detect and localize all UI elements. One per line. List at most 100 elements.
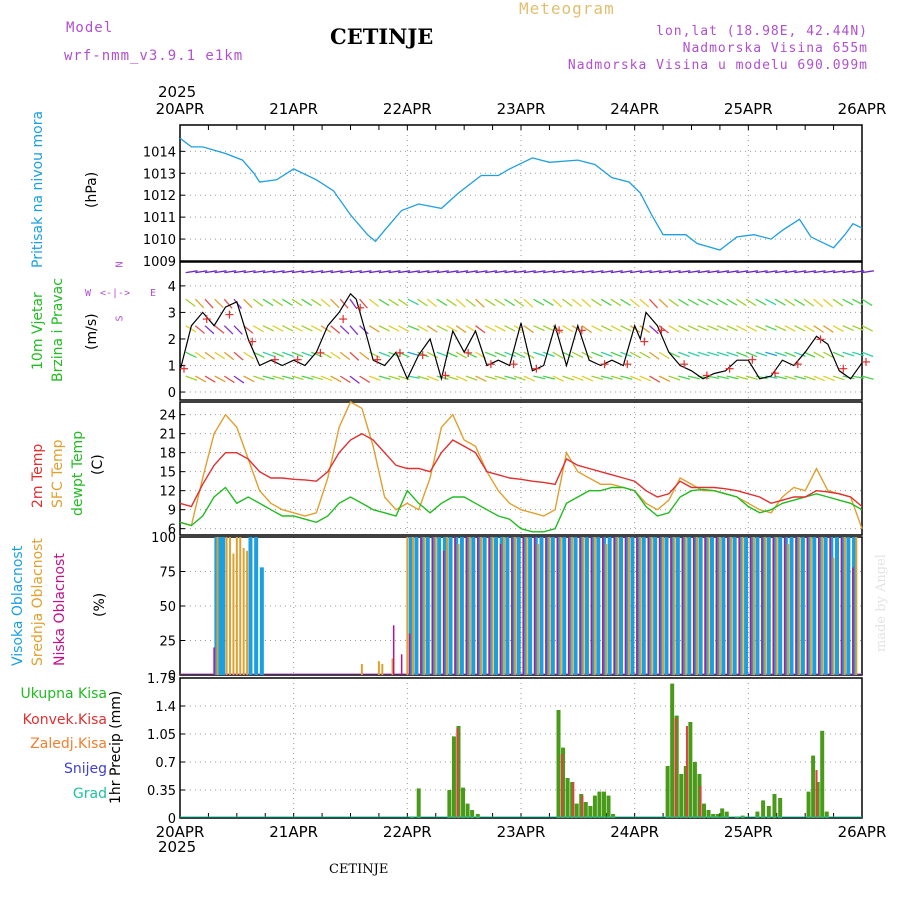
meteogram-title: Meteogram	[519, 0, 615, 18]
wind-arrow	[301, 298, 313, 307]
wind-arrow	[494, 325, 506, 332]
mid-cloud-bar	[480, 537, 483, 675]
wind-arrow	[629, 325, 641, 333]
wind-arrow	[272, 298, 284, 307]
mid-cloud-bar	[525, 537, 528, 675]
y-tick-label: 100	[151, 531, 176, 546]
low-cloud-bar	[840, 537, 843, 675]
wind-arrow	[707, 351, 720, 357]
wind-arrow	[407, 325, 420, 331]
wind-arrow	[465, 325, 477, 333]
precip-total-bar	[592, 795, 597, 818]
wind-arrow	[822, 298, 834, 308]
precip-total-bar	[416, 788, 421, 818]
wind-arrow	[388, 325, 400, 332]
wind-arrow	[678, 298, 689, 307]
y-tick-label: 0	[168, 386, 176, 401]
low-cloud-bar	[454, 537, 456, 675]
wind-arrow	[398, 270, 411, 274]
wind-arrow	[852, 298, 864, 306]
y-tick-label: 15	[159, 466, 176, 481]
mid-cloud-bar	[787, 543, 790, 675]
wind-arrow	[311, 270, 324, 274]
wind-arrow	[475, 270, 488, 274]
wind-arrow	[774, 351, 787, 357]
mid-cloud-bar	[639, 537, 642, 675]
precip-conv-bar	[560, 754, 563, 818]
high-cloud-bar	[590, 537, 595, 675]
x-tick-label-top: 22APR	[383, 100, 432, 118]
wind-arrow	[514, 270, 527, 274]
wind-arrow	[639, 375, 652, 382]
wind-arrow	[368, 325, 380, 333]
wind-arrow	[707, 270, 720, 274]
wind-arrow	[475, 298, 485, 308]
precip-total-bar	[456, 726, 461, 818]
wind-arrow	[310, 298, 322, 307]
panel-frame-wind	[179, 261, 863, 401]
wind-arrow	[436, 325, 448, 332]
wind-arrow	[484, 325, 497, 332]
wind-arrow	[591, 375, 604, 380]
high-cloud-bar	[709, 537, 714, 675]
wind-arrow	[823, 351, 835, 359]
y-tick-label: 12	[159, 485, 176, 500]
wind-arrow	[803, 375, 816, 381]
wind-arrow	[813, 298, 824, 308]
mid-cloud-bar	[627, 537, 630, 675]
high-cloud-bar	[641, 537, 646, 675]
mid-cloud-bar	[696, 537, 699, 675]
mid-cloud-bar	[593, 537, 596, 675]
wind-arrow	[330, 375, 342, 383]
wind-arrow	[852, 375, 865, 380]
wind-arrow	[194, 325, 205, 334]
precip-conv-bar	[699, 786, 702, 818]
high-cloud-bar	[448, 537, 453, 675]
wind-arrow	[581, 325, 593, 334]
mid-cloud-bar	[229, 537, 232, 675]
wind-arrow	[591, 270, 604, 274]
precip-total-bar	[447, 790, 452, 818]
wind-arrow	[861, 375, 874, 380]
y-tick-label: 75	[159, 566, 176, 581]
wind-arrow	[784, 351, 797, 358]
wind-arrow	[765, 270, 778, 274]
wind-arrow	[484, 351, 497, 358]
wind-arrow	[484, 298, 496, 307]
precip-total-bar	[465, 803, 470, 818]
wind-arrow	[301, 270, 314, 274]
wind-arrow	[639, 351, 651, 359]
wind-arrow	[446, 298, 457, 307]
low-cloud-bar	[852, 567, 854, 675]
wind-arrow	[610, 270, 623, 274]
model-label: Model	[66, 20, 114, 36]
panel-frame-temp	[179, 401, 863, 536]
high-cloud-bar	[721, 537, 726, 675]
precip-total-bar	[715, 814, 720, 818]
x-tick-label-bottom: 24APR	[610, 823, 659, 841]
precip-total-bar	[815, 782, 820, 818]
mid-cloud-bar	[775, 537, 778, 675]
wind-arrow	[726, 375, 739, 380]
mid-cloud-bar	[457, 543, 460, 675]
wind-arrow	[620, 270, 633, 274]
wind-arrow	[262, 375, 275, 380]
high-cloud-bar	[681, 537, 686, 675]
precip-total-bar	[574, 803, 579, 818]
wind-arrow	[543, 270, 556, 274]
wind-arrow	[562, 325, 574, 333]
wind-arrow	[832, 298, 844, 307]
wind-arrow	[204, 298, 214, 309]
wind-arrow	[455, 325, 467, 334]
precip-total-bar	[692, 762, 697, 818]
high-cloud-bar	[755, 537, 760, 675]
low-cloud-bar	[567, 537, 570, 675]
high-cloud-bar	[431, 537, 436, 675]
precip-conv-bar	[456, 728, 459, 818]
x-tick-label-bottom: 23APR	[497, 823, 546, 841]
x-tick-label-top: 25APR	[724, 100, 773, 118]
wind-arrow	[716, 270, 730, 274]
wind-arrow	[223, 375, 235, 384]
precip-total-bar	[579, 794, 584, 818]
wind-arrow	[233, 325, 243, 335]
